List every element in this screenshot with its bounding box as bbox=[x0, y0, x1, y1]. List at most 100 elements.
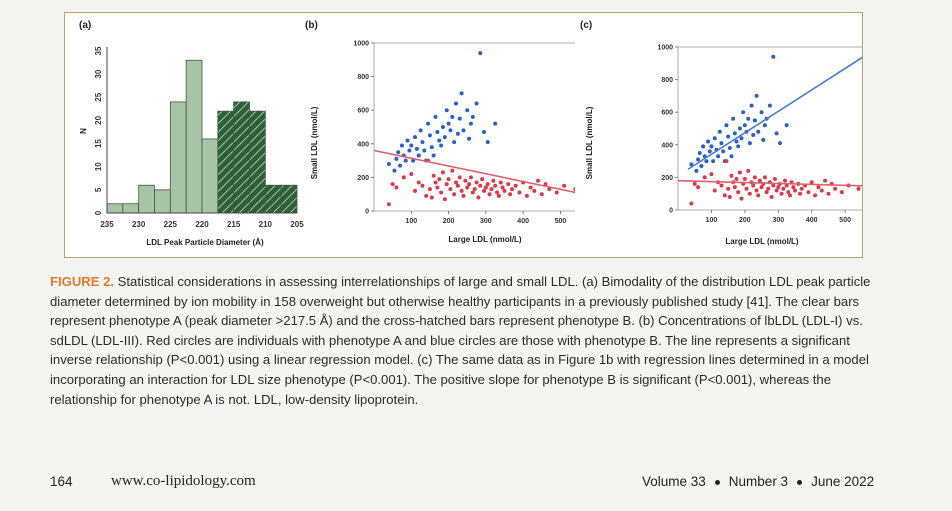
histogram-bar bbox=[154, 189, 171, 214]
phenotype-b-point bbox=[442, 135, 447, 140]
phenotype-b-point bbox=[719, 141, 724, 146]
y-tick-label: 400 bbox=[661, 142, 673, 149]
phenotype-b-point bbox=[717, 129, 722, 134]
phenotype-b-point bbox=[465, 108, 470, 113]
phenotype-a-point bbox=[487, 192, 492, 197]
y-tick-label: 30 bbox=[94, 69, 103, 78]
phenotype-b-point bbox=[777, 141, 782, 146]
x-tick-label: 300 bbox=[480, 218, 492, 225]
phenotype-b-point bbox=[452, 140, 457, 145]
histogram-bar bbox=[217, 110, 235, 214]
phenotype-a-point bbox=[394, 185, 399, 190]
issue-number: Number 3 bbox=[728, 474, 789, 489]
phenotype-a-point bbox=[547, 187, 552, 192]
phenotype-b-point bbox=[752, 118, 757, 123]
y-tick-label: 15 bbox=[94, 139, 103, 148]
phenotype-a-point bbox=[764, 190, 769, 195]
phenotype-a-point bbox=[813, 193, 818, 198]
issue-date: June 2022 bbox=[811, 474, 875, 489]
phenotype-b-point bbox=[721, 149, 726, 154]
phenotype-b-point bbox=[736, 144, 741, 149]
scatter-chart-b: (b) 10020030040050060002004006008001000 … bbox=[305, 20, 575, 244]
phenotype-b-point bbox=[694, 168, 699, 173]
phenotype-a-point bbox=[480, 177, 485, 182]
phenotype-b-point bbox=[474, 101, 479, 106]
phenotype-b-point bbox=[704, 159, 709, 164]
phenotype-a-point bbox=[433, 180, 438, 185]
y-tick-label: 800 bbox=[661, 77, 673, 84]
phenotype-b-point bbox=[699, 163, 704, 168]
phenotype-a-point bbox=[709, 172, 714, 177]
y-tick-label: 0 bbox=[669, 208, 673, 215]
phenotype-a-point bbox=[524, 193, 529, 198]
journal-url[interactable]: www.co-lipidology.com bbox=[111, 473, 256, 489]
page-number: 164 bbox=[50, 474, 73, 489]
phenotype-b-point bbox=[749, 103, 754, 108]
phenotype-b-point bbox=[405, 138, 410, 143]
phenotype-b-point bbox=[481, 130, 486, 135]
phenotype-a-point bbox=[457, 175, 462, 180]
histogram-chart: (a) 235 230 225 220 215 210 20505101520253035 … bbox=[79, 20, 304, 247]
phenotype-a-point bbox=[754, 188, 759, 193]
panel-c-ylabel: Small LDL (nmol/L) bbox=[585, 106, 594, 179]
phenotype-b-point bbox=[455, 131, 460, 136]
phenotype-b-point bbox=[459, 91, 464, 96]
phenotype-b-point bbox=[399, 143, 404, 148]
phenotype-a-point bbox=[736, 190, 741, 195]
phenotype-b-point bbox=[461, 128, 466, 133]
phenotype-a-point bbox=[489, 187, 494, 192]
phenotype-a-point bbox=[766, 186, 771, 191]
x-tick-label: 215 bbox=[227, 220, 241, 229]
phenotype-b-point bbox=[440, 125, 445, 129]
x-tick-label: 205 bbox=[290, 220, 304, 229]
phenotype-a-point bbox=[437, 177, 442, 182]
y-tick-label: 5 bbox=[94, 187, 103, 192]
phenotype-a-point bbox=[455, 183, 460, 188]
panel-b-ylabel: Small LDL (nmol/L) bbox=[310, 106, 319, 179]
phenotype-a-point bbox=[752, 175, 757, 180]
phenotype-a-point bbox=[446, 177, 451, 182]
panel-a-letter: (a) bbox=[79, 20, 91, 31]
phenotype-a-point bbox=[509, 187, 514, 192]
phenotype-b-point bbox=[689, 162, 694, 167]
x-tick-label: 300 bbox=[772, 217, 784, 224]
phenotype-a-point bbox=[762, 175, 767, 180]
phenotype-a-point bbox=[784, 183, 789, 188]
phenotype-a-point bbox=[435, 185, 440, 190]
phenotype-a-point bbox=[826, 191, 831, 196]
panel-b-xlabel: Large LDL (nmol/L) bbox=[448, 235, 522, 244]
phenotype-a-point bbox=[485, 182, 490, 187]
phenotype-b-point bbox=[431, 153, 436, 158]
phenotype-a-point bbox=[450, 168, 455, 173]
phenotype-b-point bbox=[741, 110, 746, 115]
regression-line bbox=[373, 149, 575, 194]
phenotype-b-point bbox=[771, 54, 776, 59]
panel-c-letter: (c) bbox=[580, 20, 592, 31]
histogram-bar bbox=[264, 184, 282, 214]
phenotype-a-point bbox=[809, 180, 814, 185]
panel-c-xlabel: Large LDL (nmol/L) bbox=[725, 237, 799, 246]
x-tick-label: 225 bbox=[164, 220, 178, 229]
phenotype-a-point bbox=[478, 183, 483, 188]
phenotype-b-point bbox=[467, 136, 472, 141]
phenotype-a-point bbox=[427, 187, 432, 192]
phenotype-a-point bbox=[517, 190, 522, 195]
phenotype-a-point bbox=[409, 172, 414, 177]
phenotype-a-point bbox=[732, 185, 737, 190]
phenotype-a-point bbox=[420, 183, 425, 188]
y-tick-label: 400 bbox=[357, 141, 369, 148]
phenotype-a-point bbox=[839, 190, 844, 195]
phenotype-b-point bbox=[739, 136, 744, 141]
phenotype-a-point bbox=[562, 183, 567, 188]
phenotype-a-point bbox=[495, 190, 500, 195]
phenotype-b-point bbox=[386, 161, 391, 166]
phenotype-a-point bbox=[543, 182, 548, 187]
y-tick-label: 1000 bbox=[353, 41, 369, 48]
phenotype-a-point bbox=[726, 186, 731, 191]
plot-frame bbox=[373, 42, 575, 212]
phenotype-a-point bbox=[416, 180, 421, 185]
phenotype-b-point bbox=[418, 128, 423, 133]
phenotype-b-point bbox=[446, 121, 451, 126]
phenotype-a-point bbox=[463, 178, 468, 183]
phenotype-a-point bbox=[528, 185, 533, 190]
